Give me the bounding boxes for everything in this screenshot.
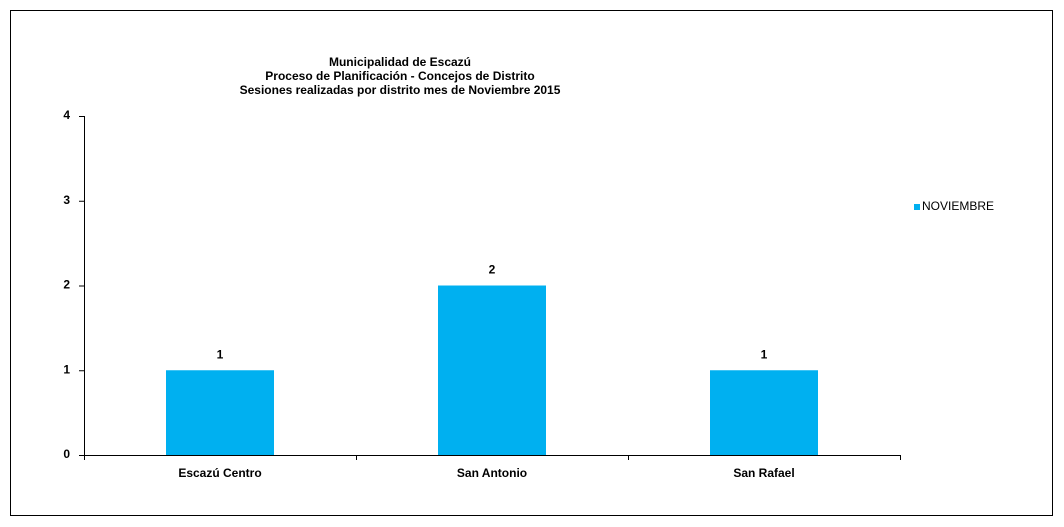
x-tick-label: San Rafael (733, 466, 794, 480)
legend-label: NOVIEMBRE (922, 199, 994, 213)
chart-title: Sesiones realizadas por distrito mes de … (240, 83, 561, 97)
data-label: 1 (217, 347, 224, 361)
x-tick-label: Escazú Centro (178, 466, 261, 480)
data-label: 1 (761, 347, 768, 361)
legend-swatch (914, 204, 920, 210)
chart-title: Municipalidad de Escazú (329, 55, 471, 69)
x-tick-label: San Antonio (457, 466, 527, 480)
y-tick-label: 2 (63, 278, 70, 292)
bar (710, 370, 818, 455)
bar (166, 370, 274, 455)
y-tick-label: 4 (63, 108, 70, 122)
data-label: 2 (489, 263, 496, 277)
y-tick-label: 0 (63, 447, 70, 461)
chart-title: Proceso de Planificación - Concejos de D… (265, 69, 534, 83)
bar (438, 285, 546, 455)
y-tick-label: 1 (63, 362, 70, 376)
y-tick-label: 3 (63, 193, 70, 207)
